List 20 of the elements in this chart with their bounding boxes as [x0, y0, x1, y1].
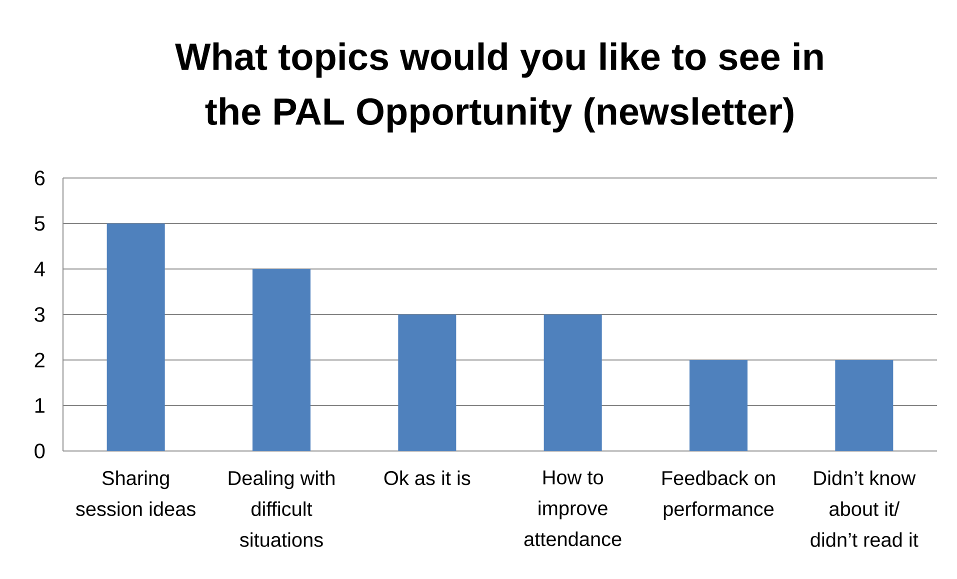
bar — [106, 224, 165, 451]
bar — [835, 360, 894, 451]
bar — [252, 269, 311, 451]
y-tick-label: 6 — [34, 170, 45, 186]
y-tick-label: 2 — [34, 352, 44, 368]
y-tick-label: 4 — [34, 262, 45, 276]
y-tick-label: 3 — [34, 307, 45, 322]
x-tick-label: Sharing session ideas — [76, 470, 196, 516]
y-tick-label: 0 — [34, 444, 45, 458]
y-tick-label: 5 — [34, 216, 45, 231]
x-tick-label: Dealing with difficult situations — [228, 470, 334, 547]
chart-title: What topics would you like to see in the PAL Opportunity (newsletter) — [175, 42, 823, 133]
x-tick-label: Didn’t know about it/ didn’t read it — [810, 470, 918, 547]
bar — [544, 314, 602, 451]
bar — [690, 360, 748, 451]
y-tick-label: 1 — [35, 398, 44, 413]
bar — [398, 314, 456, 451]
x-tick-label: How to improve attendance — [524, 470, 622, 546]
x-tick-label: Ok as it is — [384, 470, 470, 486]
x-tick-label: Feedback on performance — [662, 470, 775, 520]
